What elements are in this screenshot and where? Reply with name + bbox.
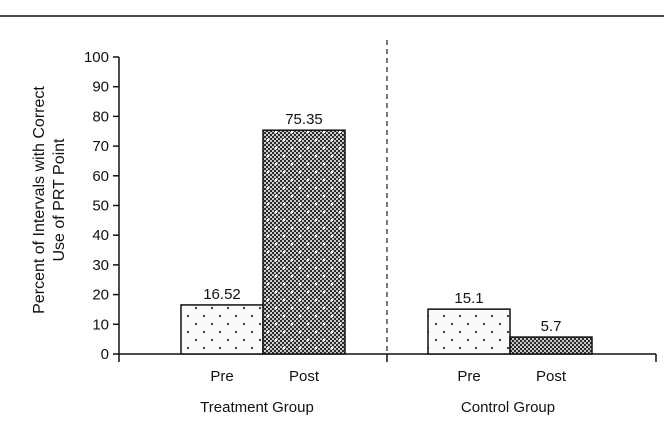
bar-control-group-post	[509, 336, 593, 355]
y-tick-label: 60	[92, 168, 109, 185]
category-label: Pre	[210, 368, 233, 385]
category-label: Post	[536, 368, 567, 385]
bar-treatment-group-post	[262, 129, 346, 355]
group-label: Control Group	[461, 399, 555, 416]
category-label: Post	[289, 368, 320, 385]
data-label: 16.52	[203, 286, 241, 303]
y-axis-title: Percent of Intervals with Correct Use of…	[31, 86, 68, 314]
labels: 16.52 Pre 75.35 Post Treatment Group 15.1 Pre 5…	[200, 111, 567, 416]
y-tick-label: 100	[84, 49, 109, 66]
y-tick-label: 30	[92, 257, 109, 274]
y-axis-title-line-2: Use of PRT Point	[51, 138, 68, 262]
group-label: Treatment Group	[200, 399, 314, 416]
data-label: 15.1	[454, 290, 483, 307]
y-axis-title-line-1: Percent of Intervals with Correct	[31, 86, 48, 314]
y-tick-label: 80	[92, 108, 109, 125]
data-label: 75.35	[285, 111, 323, 128]
bars	[180, 129, 593, 355]
y-tick-label: 50	[92, 198, 109, 215]
bar-control-group-pre	[427, 308, 511, 355]
y-tick-label: 90	[92, 79, 109, 96]
data-label: 5.7	[541, 318, 562, 335]
y-tick-label: 40	[92, 227, 109, 244]
y-tick-label: 20	[92, 287, 109, 304]
y-tick-label: 10	[92, 316, 109, 333]
y-axis: 0 10 20 30 40 50 60 70 80 90 100	[84, 49, 120, 363]
category-label: Pre	[457, 368, 480, 385]
bar-treatment-group-pre	[180, 304, 264, 355]
y-tick-label: 0	[101, 346, 109, 363]
y-tick-label: 70	[92, 138, 109, 155]
